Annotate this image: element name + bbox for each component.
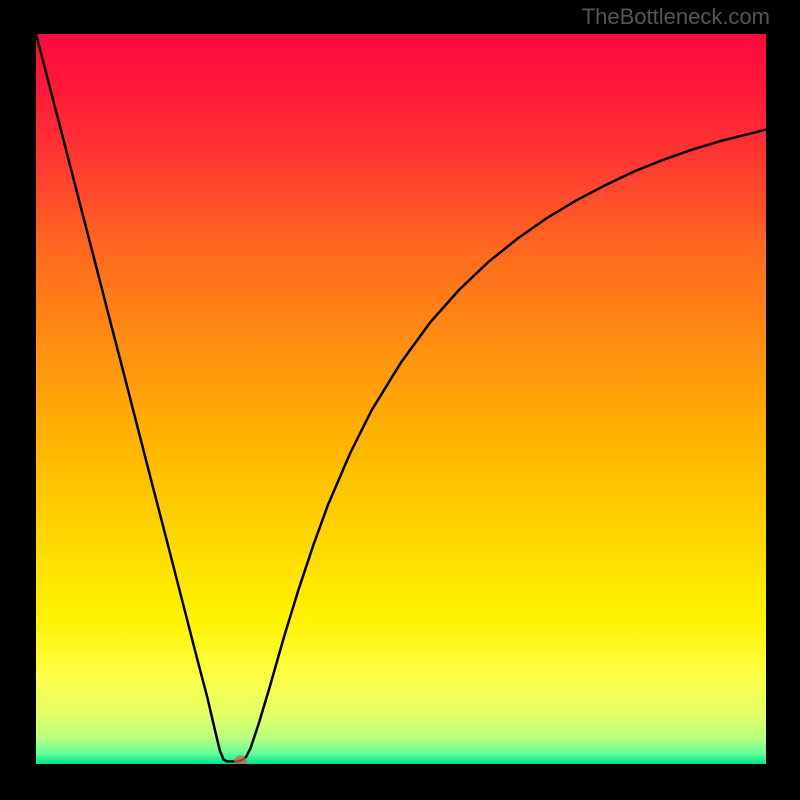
chart-svg <box>36 34 766 764</box>
plot-area <box>36 34 766 764</box>
chart-root: TheBottleneck.com <box>0 0 800 800</box>
bottleneck-curve <box>36 34 766 761</box>
watermark-text: TheBottleneck.com <box>582 4 770 30</box>
